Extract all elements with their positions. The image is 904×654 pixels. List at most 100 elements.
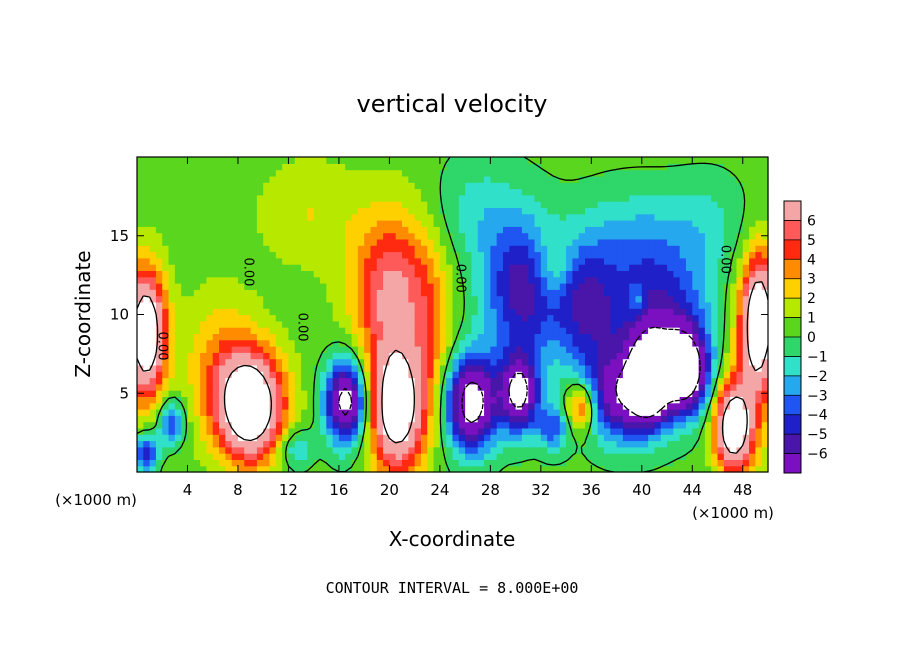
field-cell <box>755 289 763 297</box>
field-cell <box>174 213 182 221</box>
field-cell <box>370 453 378 460</box>
field-cell <box>319 402 327 410</box>
field-cell <box>174 201 182 208</box>
field-cell <box>433 213 441 221</box>
field-cell <box>282 390 290 397</box>
field-cell <box>200 377 208 385</box>
field-cell <box>490 213 498 221</box>
field-cell <box>528 283 536 290</box>
field-cell <box>578 352 586 360</box>
field-cell <box>414 402 422 410</box>
field-cell <box>244 320 252 328</box>
field-cell <box>553 409 561 416</box>
field-cell <box>597 434 605 442</box>
field-cell <box>345 346 353 353</box>
field-cell <box>711 289 719 297</box>
field-cell <box>673 440 681 448</box>
field-cell <box>332 402 340 410</box>
field-cell <box>395 453 403 460</box>
field-cell <box>559 390 567 397</box>
field-cell <box>635 459 643 467</box>
field-cell <box>301 283 308 290</box>
field-cell <box>427 415 435 423</box>
field-cell <box>603 301 611 309</box>
field-cell <box>414 295 422 303</box>
field-cell <box>458 339 466 347</box>
field-cell <box>212 238 220 246</box>
field-cell <box>465 283 473 290</box>
field-cell <box>641 390 649 397</box>
field-cell <box>206 264 214 271</box>
field-cell <box>427 257 435 265</box>
field-cell <box>692 352 700 360</box>
field-cell <box>137 257 144 265</box>
field-cell <box>351 364 359 372</box>
field-cell <box>219 383 226 391</box>
field-cell <box>326 421 334 429</box>
field-cell <box>547 276 555 284</box>
field-cell <box>244 409 252 416</box>
field-cell <box>496 427 504 435</box>
field-cell <box>338 383 346 391</box>
field-cell <box>137 295 144 303</box>
field-cell <box>345 257 353 265</box>
field-cell <box>591 352 599 360</box>
field-cell <box>168 459 176 467</box>
field-cell <box>452 434 460 442</box>
field-cell <box>313 289 321 297</box>
field-cell <box>641 440 649 448</box>
field-cell <box>408 465 416 473</box>
field-cell <box>389 308 397 316</box>
field-cell <box>395 440 403 448</box>
field-cell <box>389 251 397 259</box>
field-cell <box>395 434 403 442</box>
field-cell <box>155 289 163 297</box>
field-cell <box>547 220 555 227</box>
field-cell <box>351 415 359 423</box>
field-cell <box>673 377 681 385</box>
field-cell <box>149 339 157 347</box>
field-cell <box>578 459 586 467</box>
field-cell <box>326 465 334 473</box>
field-cell <box>502 182 510 190</box>
field-cell <box>225 453 233 460</box>
field-cell <box>679 434 687 442</box>
field-cell <box>225 194 233 202</box>
field-cell <box>496 333 504 341</box>
field-cell <box>761 213 769 221</box>
field-cell <box>427 194 435 202</box>
field-cell <box>427 402 435 410</box>
field-cell <box>200 226 208 234</box>
field-cell <box>622 226 630 234</box>
field-cell <box>635 415 643 423</box>
field-cell <box>149 182 157 190</box>
field-cell <box>282 415 290 423</box>
field-cell <box>256 390 264 397</box>
field-cell <box>667 409 674 416</box>
field-cell <box>717 276 725 284</box>
field-cell <box>597 301 605 309</box>
field-cell <box>206 421 214 429</box>
field-cell <box>730 289 738 297</box>
field-cell <box>256 163 264 171</box>
field-cell <box>755 346 763 353</box>
field-cell <box>250 207 258 215</box>
field-cell <box>515 226 523 234</box>
field-cell <box>174 371 182 379</box>
field-cell <box>143 264 151 271</box>
field-cell <box>143 346 151 353</box>
field-cell <box>250 245 258 253</box>
field-cell <box>137 446 144 454</box>
field-cell <box>629 459 637 467</box>
field-cell <box>742 301 750 309</box>
field-cell <box>288 352 296 360</box>
field-cell <box>761 371 769 379</box>
field-cell <box>496 245 504 253</box>
field-cell <box>414 434 422 442</box>
field-cell <box>578 182 586 190</box>
field-cell <box>673 383 681 391</box>
field-cell <box>698 289 706 297</box>
field-cell <box>660 396 668 404</box>
field-cell <box>578 346 586 353</box>
field-cell <box>622 295 630 303</box>
